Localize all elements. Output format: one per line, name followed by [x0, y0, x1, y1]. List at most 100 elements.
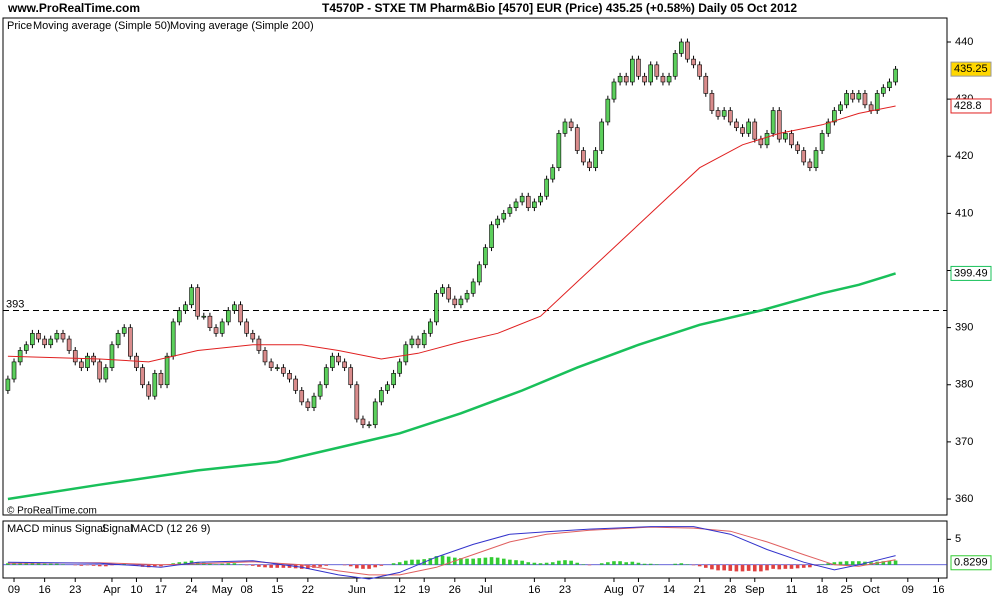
- candle-body: [813, 150, 819, 168]
- legend-entry: Signal: [102, 523, 133, 535]
- candle-body: [219, 321, 225, 334]
- histogram-bar: [887, 560, 892, 565]
- candle-body: [574, 127, 580, 151]
- candle-body: [783, 133, 788, 140]
- candle-body: [317, 384, 323, 397]
- histogram-bar: [61, 564, 65, 565]
- histogram-bar: [544, 562, 549, 565]
- candle-body: [648, 64, 653, 83]
- x-tick-label: 16: [528, 584, 540, 596]
- candle-body: [881, 87, 886, 94]
- candle-body: [801, 150, 807, 163]
- candle-body: [262, 350, 268, 363]
- histogram-bar: [391, 563, 396, 565]
- candle-body: [654, 64, 660, 77]
- candle-body: [703, 75, 709, 94]
- candle-body: [281, 367, 286, 374]
- histogram-bar: [765, 564, 769, 571]
- candle-body: [874, 93, 880, 111]
- histogram-bar: [679, 563, 684, 565]
- histogram-bar: [526, 562, 531, 565]
- candle-body: [330, 355, 335, 368]
- candle-body: [819, 133, 825, 151]
- histogram-bar: [355, 564, 359, 569]
- candle-body: [201, 315, 207, 318]
- last-value-label: 399.49: [954, 267, 988, 279]
- y-tick-label: 390: [955, 322, 973, 334]
- last-value-box: [950, 98, 992, 114]
- candle-body: [691, 58, 696, 66]
- histogram-bar: [697, 564, 702, 567]
- histogram-bar: [281, 564, 286, 568]
- histogram-bar: [318, 564, 322, 567]
- candle-body: [72, 350, 78, 363]
- histogram-bar: [624, 562, 629, 565]
- histogram-bar: [808, 564, 812, 568]
- histogram-bar: [342, 564, 347, 566]
- histogram-bar: [618, 561, 622, 565]
- candle-body: [550, 167, 556, 180]
- histogram-bar: [250, 564, 255, 566]
- x-tick-label: 15: [271, 584, 283, 596]
- candle-body: [660, 75, 666, 83]
- candle-body: [66, 338, 72, 351]
- histogram-bar: [244, 564, 249, 566]
- x-tick-label: 23: [559, 584, 571, 596]
- candle-body: [85, 355, 90, 368]
- histogram-bar: [599, 563, 604, 565]
- macd-pane: [2, 520, 948, 579]
- histogram-bar: [269, 564, 273, 568]
- candle-body: [709, 93, 715, 111]
- candle-body: [97, 361, 103, 380]
- histogram-bar: [85, 564, 90, 566]
- x-tick-label: 18: [816, 584, 828, 596]
- candle-body: [348, 367, 354, 386]
- histogram-bar: [122, 563, 127, 565]
- candle-body: [354, 384, 360, 420]
- candle-body: [207, 315, 213, 328]
- candle-body: [513, 201, 519, 208]
- candle-body: [103, 367, 109, 380]
- candle-body: [770, 110, 776, 134]
- histogram-bar: [361, 564, 365, 569]
- histogram-bar: [226, 563, 231, 565]
- candle-body: [623, 75, 629, 83]
- candle-body: [525, 195, 531, 208]
- histogram-bar: [563, 560, 567, 565]
- candle-body: [128, 327, 133, 357]
- histogram-bar: [716, 564, 720, 571]
- histogram-bar: [6, 563, 10, 565]
- histogram-bar: [104, 564, 108, 567]
- last-value-label: 0.8299: [954, 557, 988, 569]
- histogram-bar: [581, 564, 586, 565]
- histogram-bar: [477, 558, 482, 565]
- histogram-bar: [857, 561, 861, 565]
- histogram-bar: [648, 563, 653, 565]
- histogram-bar: [832, 562, 837, 565]
- candle-body: [862, 93, 868, 106]
- histogram-bar: [722, 564, 726, 571]
- x-tick-label: 09: [902, 584, 914, 596]
- histogram-bar: [801, 564, 806, 568]
- candle-body: [23, 344, 29, 351]
- x-tick-label: May: [212, 584, 233, 596]
- histogram-bar: [232, 563, 237, 565]
- histogram-bar: [73, 564, 78, 566]
- candle-body: [476, 264, 482, 283]
- candle-body: [109, 344, 115, 368]
- histogram-bar: [746, 564, 751, 571]
- x-tick-label: 08: [241, 584, 253, 596]
- candle-body: [697, 64, 702, 77]
- histogram-bar: [728, 564, 733, 571]
- histogram-bar: [508, 559, 512, 565]
- histogram-bar: [208, 563, 212, 565]
- x-tick-label: Oct: [863, 584, 880, 596]
- x-tick-label: 16: [39, 584, 51, 596]
- histogram-bar: [752, 564, 757, 572]
- histogram-bar: [893, 560, 898, 565]
- x-tick-label: 09: [8, 584, 20, 596]
- candle-body: [440, 287, 445, 294]
- last-value-box: [950, 555, 992, 571]
- histogram-bar: [36, 563, 41, 565]
- candle-body: [685, 41, 690, 60]
